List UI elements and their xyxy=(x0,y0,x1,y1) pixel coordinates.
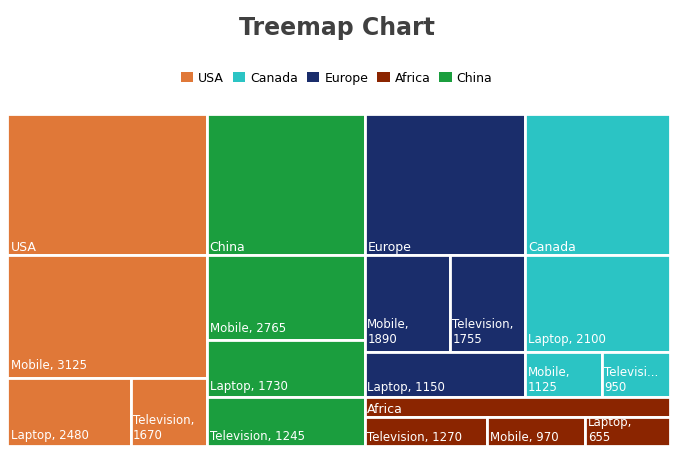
Text: Treemap Chart: Treemap Chart xyxy=(238,16,435,40)
Text: Africa: Africa xyxy=(367,402,403,415)
Bar xyxy=(207,256,365,341)
Bar xyxy=(602,352,670,397)
Bar xyxy=(365,256,450,352)
Text: Television, 1270: Television, 1270 xyxy=(367,430,462,443)
Bar xyxy=(365,417,487,446)
Bar xyxy=(7,256,207,378)
Bar xyxy=(450,256,525,352)
Text: Laptop,
655: Laptop, 655 xyxy=(588,415,633,443)
Text: Mobile, 2765: Mobile, 2765 xyxy=(209,322,286,335)
Bar xyxy=(131,378,207,446)
Bar xyxy=(525,352,602,397)
Bar xyxy=(586,417,670,446)
Bar xyxy=(365,397,670,417)
Text: USA: USA xyxy=(11,240,36,253)
Text: Laptop, 1150: Laptop, 1150 xyxy=(367,380,446,393)
Bar xyxy=(207,115,365,256)
Bar xyxy=(207,397,365,446)
Text: Mobile, 3125: Mobile, 3125 xyxy=(11,358,87,371)
Legend: USA, Canada, Europe, Africa, China: USA, Canada, Europe, Africa, China xyxy=(176,67,497,90)
Text: Mobile,
1890: Mobile, 1890 xyxy=(367,318,410,345)
Text: Televisi...
950: Televisi... 950 xyxy=(604,365,658,393)
Bar xyxy=(365,352,525,397)
Text: Mobile, 970: Mobile, 970 xyxy=(490,430,559,443)
Bar xyxy=(525,256,670,352)
Text: Canada: Canada xyxy=(528,240,575,253)
Text: Laptop, 1730: Laptop, 1730 xyxy=(209,379,287,392)
Bar xyxy=(7,378,131,446)
Text: Laptop, 2100: Laptop, 2100 xyxy=(528,332,606,345)
Bar xyxy=(7,115,207,256)
Text: Europe: Europe xyxy=(367,240,411,253)
Bar xyxy=(365,115,525,256)
Bar xyxy=(487,417,586,446)
Text: Mobile,
1125: Mobile, 1125 xyxy=(528,365,570,393)
Text: Laptop, 2480: Laptop, 2480 xyxy=(11,428,89,441)
Text: Television,
1670: Television, 1670 xyxy=(133,413,194,441)
Text: Television,
1755: Television, 1755 xyxy=(452,318,513,345)
Bar xyxy=(525,115,670,256)
Text: China: China xyxy=(209,240,246,253)
Text: Television, 1245: Television, 1245 xyxy=(209,429,305,442)
Bar xyxy=(207,341,365,397)
